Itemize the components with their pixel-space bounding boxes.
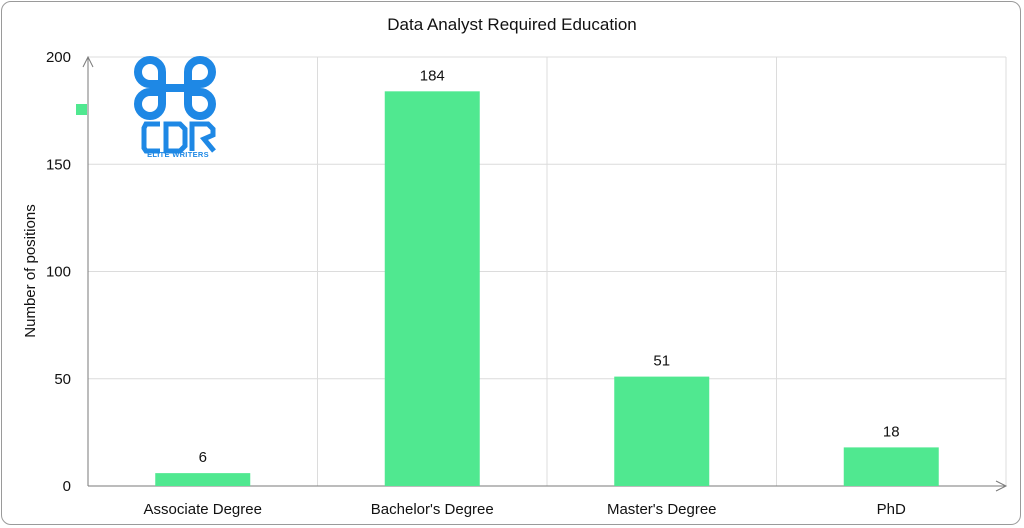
data-label: 51	[653, 353, 670, 370]
chart-title: Data Analyst Required Education	[387, 15, 637, 34]
y-tick-label: 50	[54, 371, 71, 388]
y-tick-label: 100	[46, 264, 71, 281]
y-tick-label: 200	[46, 49, 71, 66]
y-axis-title: Number of positions	[22, 204, 39, 337]
data-label: 184	[420, 67, 445, 84]
gridlines	[88, 56, 1007, 486]
x-axis-arrow	[995, 480, 1008, 492]
x-tick-label: Master's Degree	[607, 501, 717, 518]
labels: 0 50 100 150 200 6 Associate Degree 184 Bachelor…	[46, 49, 906, 518]
y-axis-arrow	[82, 55, 94, 68]
axes	[82, 55, 1008, 492]
cmd-knot-icon	[134, 56, 216, 120]
bar	[384, 91, 480, 486]
data-label: 6	[199, 449, 207, 466]
bar	[155, 473, 251, 486]
legend-marker	[76, 104, 87, 115]
y-tick-label: 0	[63, 478, 71, 495]
data-label: 18	[883, 423, 900, 440]
bar	[614, 376, 710, 486]
x-tick-label: Bachelor's Degree	[371, 501, 494, 518]
cdr-logo: ELITE WRITERS	[134, 56, 216, 159]
x-tick-label: PhD	[877, 501, 906, 518]
bars	[155, 91, 939, 486]
cdr-letters	[141, 121, 216, 154]
y-tick-label: 150	[46, 156, 71, 173]
x-tick-label: Associate Degree	[144, 501, 262, 518]
bar	[843, 447, 939, 486]
logo-subtitle: ELITE WRITERS	[147, 150, 209, 159]
